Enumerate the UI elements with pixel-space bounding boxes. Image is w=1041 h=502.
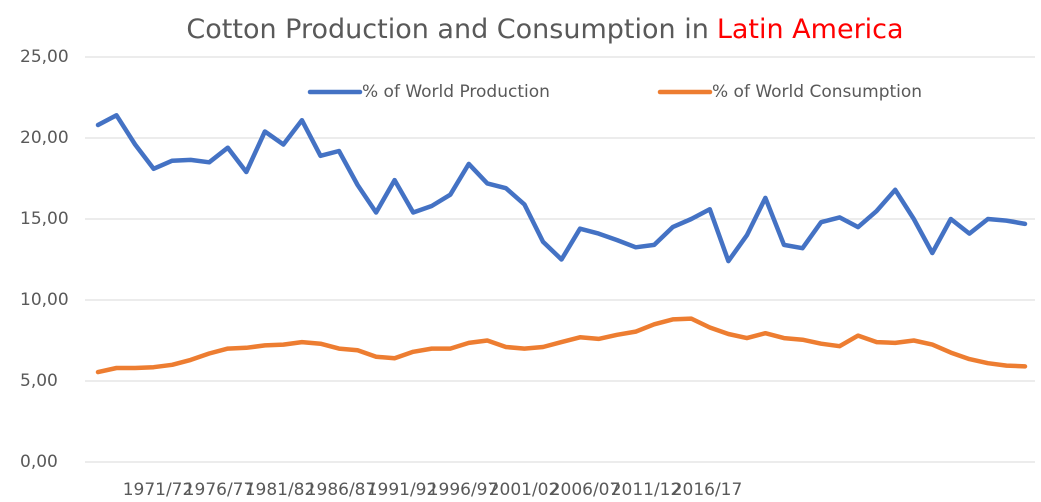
x-tick-label: 2001/02 (489, 480, 560, 500)
x-tick-label: 1971/72 (123, 480, 194, 500)
title-highlight: Latin America (717, 14, 904, 45)
y-tick-label: 20,00 (20, 128, 69, 148)
x-tick-label: 2011/12 (611, 480, 682, 500)
series-line (95, 316, 1028, 375)
series-line (95, 113, 1028, 264)
x-tick-label: 2016/17 (672, 480, 743, 500)
y-tick-label: 25,00 (20, 47, 69, 67)
title-text: Cotton Production and Consumption in (186, 14, 708, 45)
y-tick-label: 0,00 (20, 452, 58, 472)
chart-title: Cotton Production and Consumption in Lati… (186, 14, 903, 45)
y-tick-label: 10,00 (20, 290, 69, 310)
x-tick-label: 1986/87 (306, 480, 377, 500)
y-tick-label: 5,00 (20, 371, 58, 391)
x-tick-label: 1996/97 (428, 480, 499, 500)
legend-label: % of World Production (362, 82, 550, 102)
legend-label: % of World Consumption (712, 82, 922, 102)
x-tick-label: 1976/77 (184, 480, 255, 500)
x-tick-label: 2006/07 (550, 480, 621, 500)
x-tick-label: 1991/92 (367, 480, 438, 500)
x-tick-label: 1981/82 (245, 480, 316, 500)
y-tick-label: 15,00 (20, 209, 69, 229)
